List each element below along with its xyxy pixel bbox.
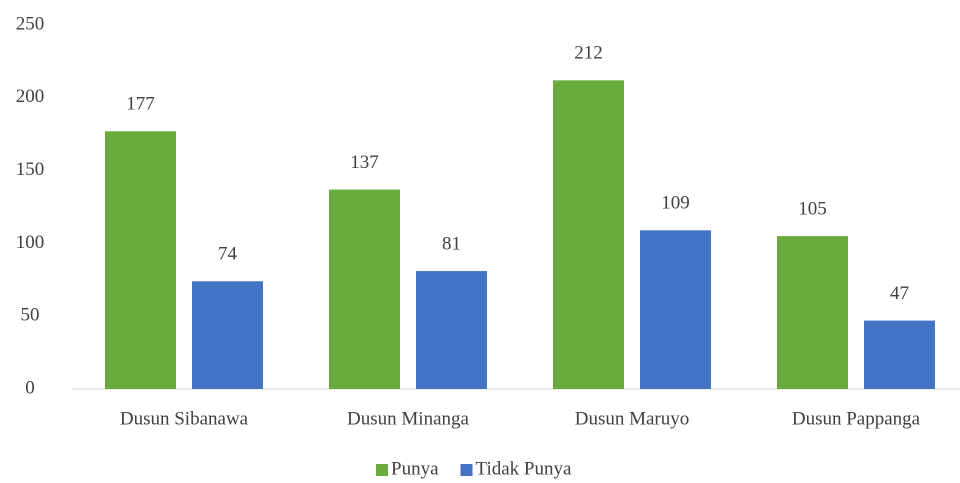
data-label: 81 bbox=[442, 233, 461, 254]
y-tick-label: 50 bbox=[21, 305, 40, 326]
bar bbox=[640, 230, 711, 389]
legend-label: Punya bbox=[391, 458, 439, 479]
data-label: 105 bbox=[798, 198, 827, 219]
bar bbox=[192, 281, 263, 389]
data-label: 212 bbox=[574, 43, 603, 64]
y-tick-label: 150 bbox=[16, 159, 45, 180]
bar bbox=[329, 189, 400, 389]
x-tick-label: Dusun Sibanawa bbox=[120, 408, 249, 429]
legend-label: Tidak Punya bbox=[476, 458, 572, 479]
data-label: 177 bbox=[126, 94, 155, 115]
legend-swatch bbox=[460, 464, 473, 476]
bar bbox=[864, 320, 935, 389]
data-label: 109 bbox=[661, 193, 690, 214]
y-tick-label: 0 bbox=[25, 377, 35, 398]
y-tick-label: 250 bbox=[16, 13, 45, 34]
y-tick-label: 200 bbox=[16, 86, 45, 107]
x-tick-label: Dusun Maruyo bbox=[575, 408, 690, 429]
data-label: 47 bbox=[890, 283, 909, 304]
data-label: 137 bbox=[350, 152, 379, 173]
y-tick-label: 100 bbox=[16, 232, 45, 253]
x-tick-label: Dusun Pappanga bbox=[792, 408, 921, 429]
bar bbox=[105, 131, 176, 389]
bar bbox=[553, 80, 624, 389]
bar bbox=[416, 271, 487, 389]
data-label: 74 bbox=[218, 244, 238, 265]
bar bbox=[777, 236, 848, 389]
x-tick-label: Dusun Minanga bbox=[347, 408, 469, 429]
legend-swatch bbox=[376, 464, 388, 476]
